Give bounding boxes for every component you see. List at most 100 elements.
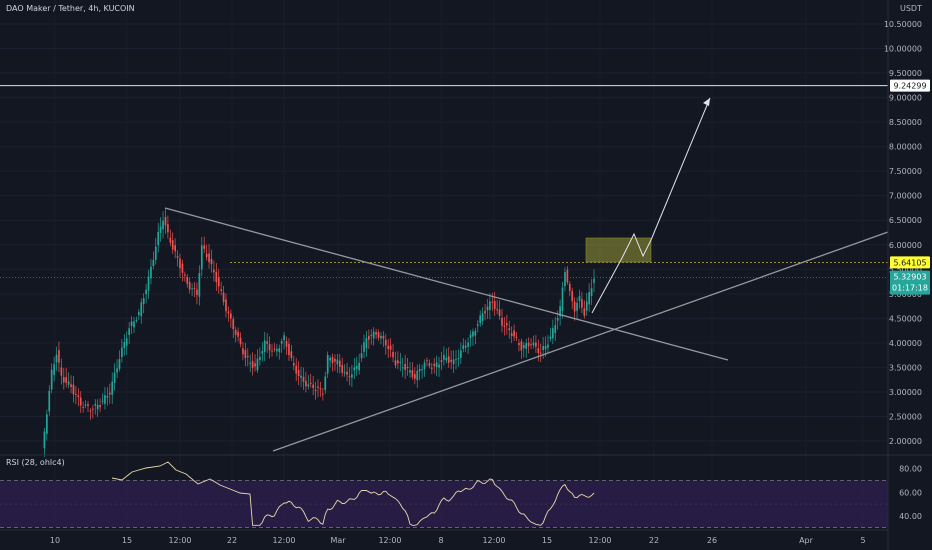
chart-title: DAO Maker / Tether, 4h, KUCOIN	[6, 4, 135, 13]
candle-body	[300, 375, 302, 378]
candle-body	[193, 287, 196, 289]
candle-body	[324, 376, 327, 391]
time-tick-label: 12:00	[378, 536, 401, 545]
candle-body	[307, 384, 310, 387]
candle-body	[154, 246, 157, 260]
candle	[341, 357, 344, 377]
candle	[157, 222, 160, 253]
candle	[77, 388, 80, 407]
candle-body	[60, 367, 63, 376]
candle	[421, 364, 423, 379]
candle-body	[462, 345, 465, 350]
candle	[539, 343, 542, 363]
resistance-price-tag-bg	[890, 79, 930, 92]
level-price-tag: 5.64105	[893, 258, 926, 267]
time-axis: 10 15 12:00 22 12:00 Mar 12:00 8 12:00 15 12:00 22 2…	[0, 529, 888, 545]
candle	[380, 332, 382, 345]
candle	[302, 367, 305, 390]
candle	[125, 331, 128, 355]
candle	[462, 338, 465, 353]
candle	[123, 334, 126, 356]
candle-body	[169, 237, 172, 243]
candle-body	[355, 366, 358, 369]
candle-body	[522, 344, 525, 348]
candle-body	[484, 310, 486, 314]
currency-label[interactable]: USDT	[900, 4, 922, 13]
candle-body	[498, 309, 501, 316]
candle	[479, 310, 482, 327]
candle	[101, 393, 104, 405]
candle-body	[183, 274, 186, 276]
candle	[351, 365, 353, 387]
candle	[198, 265, 201, 306]
candle	[215, 263, 218, 291]
rsi-band	[0, 480, 888, 528]
candle	[590, 279, 593, 306]
candle	[583, 300, 586, 319]
candle-body	[549, 336, 552, 339]
candle-body	[67, 381, 70, 385]
candle-body	[242, 348, 244, 355]
candle	[169, 229, 172, 247]
candle	[501, 308, 503, 333]
candle	[547, 335, 549, 353]
candle-body	[365, 338, 368, 349]
candle	[317, 379, 319, 398]
candle	[520, 338, 523, 359]
candle-body	[334, 358, 336, 362]
candle	[455, 350, 457, 370]
candle-body	[159, 226, 162, 233]
time-tick-label: 22	[227, 536, 237, 545]
candle	[48, 385, 51, 416]
candle	[229, 309, 232, 328]
candle-body	[351, 374, 353, 378]
candle-body	[430, 367, 433, 369]
candle-body	[213, 269, 215, 273]
time-tick-label: Mar	[330, 536, 346, 545]
candle-body	[99, 405, 101, 408]
candle	[576, 297, 578, 320]
candle	[60, 358, 63, 385]
candle	[285, 336, 288, 355]
candle	[288, 338, 290, 361]
candle-body	[280, 340, 283, 344]
candle	[70, 375, 72, 394]
price-tick-label: 8.00000	[889, 143, 922, 152]
candle-body	[561, 287, 564, 311]
candle	[348, 367, 351, 386]
candle	[321, 388, 324, 401]
candle-body	[130, 321, 133, 326]
candle-body	[421, 369, 423, 371]
candle	[377, 329, 380, 342]
candle	[593, 269, 595, 293]
candle	[89, 407, 92, 420]
candle-body	[217, 277, 220, 287]
candle-body	[249, 362, 252, 364]
candle-body	[181, 263, 184, 273]
candle-body	[121, 347, 123, 358]
candle	[568, 281, 571, 297]
candle	[334, 354, 336, 371]
candle	[353, 358, 356, 380]
candle-body	[101, 400, 104, 402]
price-tick-label: 6.50000	[889, 216, 922, 225]
candle-body	[275, 348, 278, 352]
candle-body	[150, 266, 152, 279]
candle	[397, 351, 399, 370]
candle-body	[583, 308, 586, 316]
candle	[518, 339, 520, 352]
candle	[227, 306, 230, 322]
candle	[196, 282, 198, 305]
candle-body	[72, 384, 75, 395]
candle-body	[87, 404, 89, 407]
candle-body	[573, 301, 576, 312]
candle-body	[588, 292, 591, 305]
candle	[186, 273, 189, 288]
candle	[140, 298, 143, 324]
candle	[65, 367, 68, 388]
candle	[440, 351, 443, 370]
candle-body	[128, 328, 131, 335]
candle-body	[55, 354, 58, 363]
candle-body	[564, 272, 566, 287]
